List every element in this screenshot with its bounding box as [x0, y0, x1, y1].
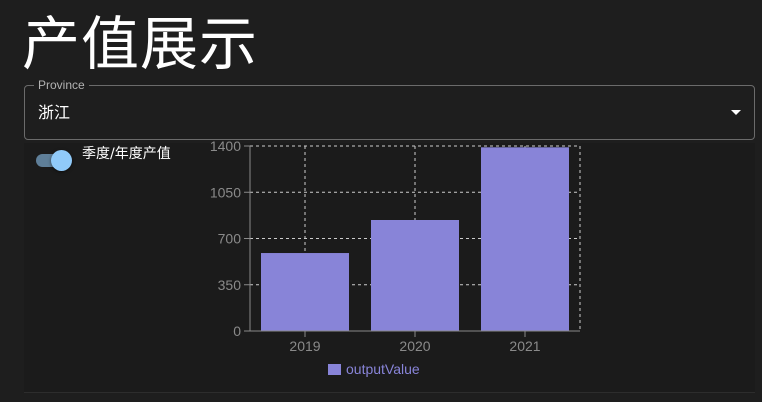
page-title: 产值展示: [22, 10, 259, 78]
province-select-value: 浙江: [38, 103, 71, 122]
province-select[interactable]: Province 浙江: [24, 77, 755, 140]
x-tick-label: 2019: [289, 338, 320, 354]
y-tick-label: 0: [233, 323, 241, 339]
chart-axes: 0 350 700 1050 1400 2019 2020 2021: [210, 138, 580, 354]
chart-bar-2019: [261, 253, 349, 331]
period-toggle-label: 季度/年度产值: [82, 146, 171, 162]
chart-bars: [261, 147, 569, 331]
y-tick-label: 700: [218, 231, 242, 247]
chevron-down-icon[interactable]: [731, 110, 741, 115]
x-tick-label: 2021: [509, 338, 540, 354]
province-select-label: Province: [34, 77, 89, 93]
y-tick-label: 1050: [210, 184, 241, 200]
chart-bar-2021: [481, 147, 569, 331]
output-value-chart: 0 350 700 1050 1400 2019 2020 2021 outputValue: [210, 138, 581, 377]
legend-swatch: [328, 364, 341, 375]
chart-legend[interactable]: outputValue: [328, 361, 420, 377]
chart-bar-2020: [371, 220, 459, 331]
period-toggle-switch[interactable]: [35, 150, 75, 171]
y-tick-label: 1400: [210, 138, 241, 154]
legend-label: outputValue: [346, 361, 420, 377]
y-tick-label: 350: [218, 277, 242, 293]
switch-thumb[interactable]: [51, 150, 72, 171]
x-tick-label: 2020: [399, 338, 430, 354]
